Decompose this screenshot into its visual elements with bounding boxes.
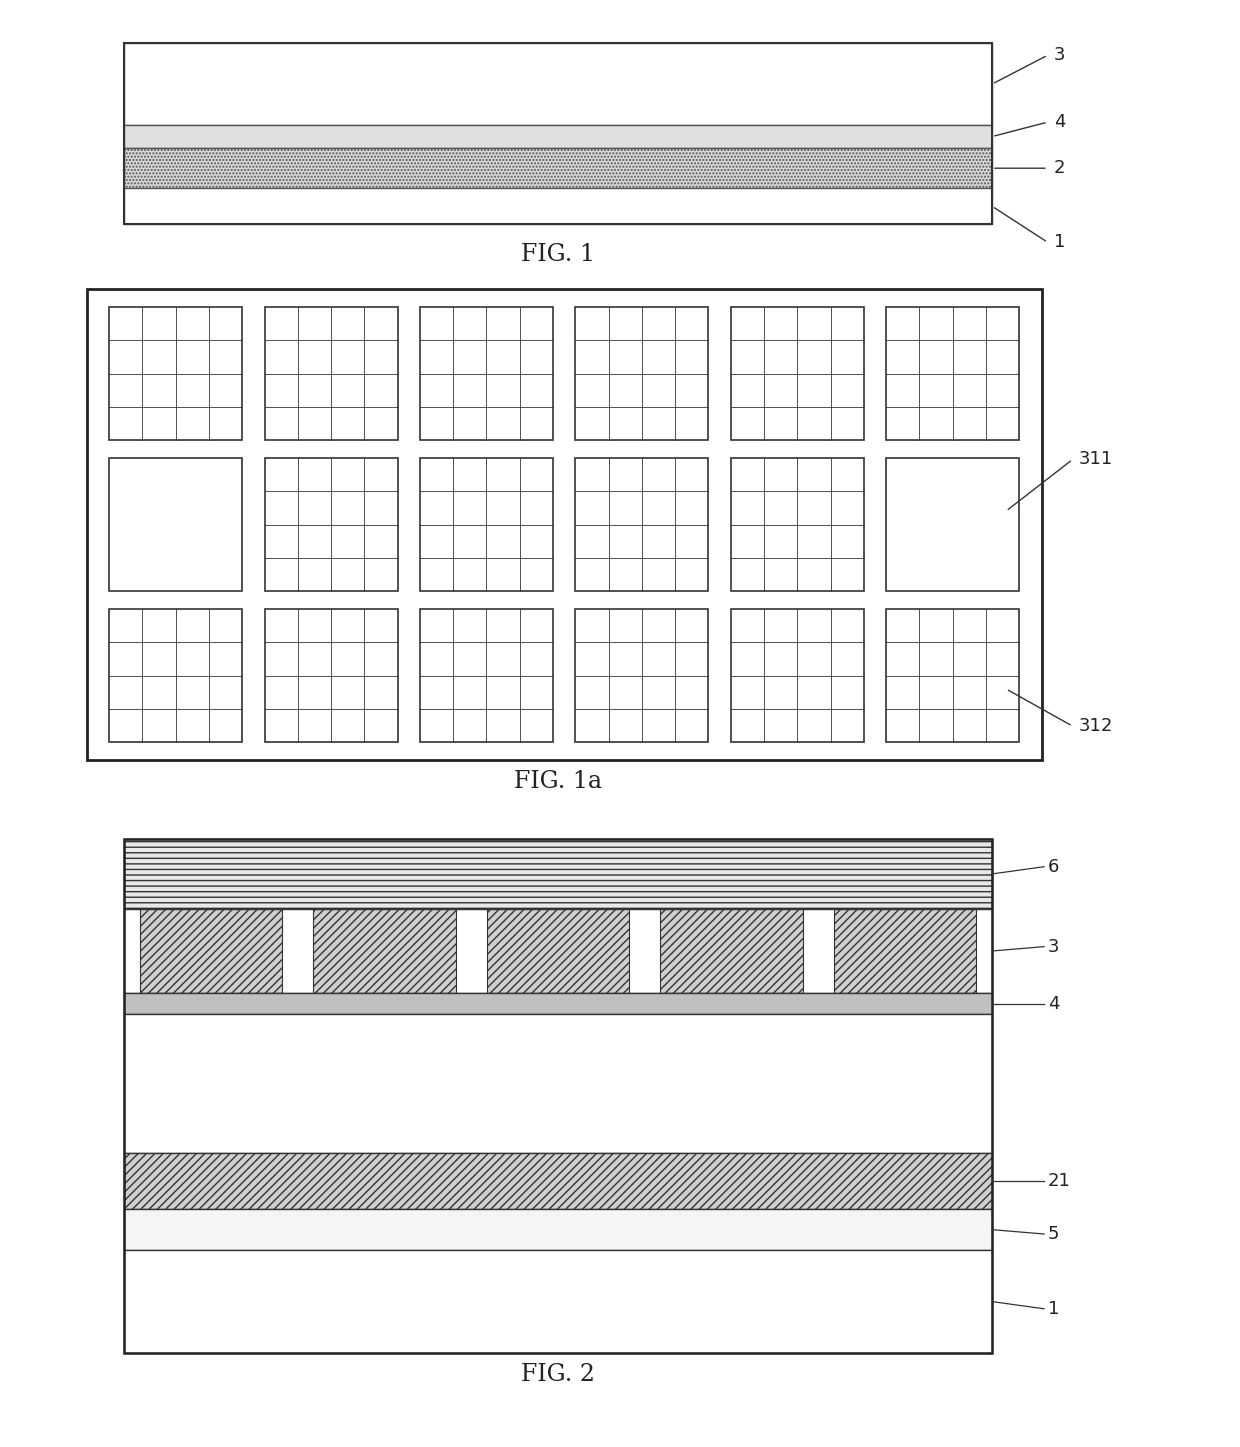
Bar — [887, 609, 1019, 742]
Text: 5: 5 — [1048, 1226, 1059, 1243]
Bar — [661, 909, 802, 993]
Bar — [835, 909, 976, 993]
Bar — [124, 1153, 992, 1210]
Bar — [124, 188, 992, 224]
Text: 6: 6 — [1048, 858, 1059, 875]
Bar — [264, 457, 398, 592]
Text: 4: 4 — [1048, 994, 1059, 1013]
Text: 4: 4 — [1054, 113, 1065, 132]
Bar — [109, 609, 242, 742]
Bar — [575, 457, 708, 592]
Text: 1: 1 — [1048, 1299, 1059, 1318]
Bar — [140, 909, 281, 993]
Text: 1: 1 — [1054, 233, 1065, 252]
Bar — [887, 457, 1019, 592]
Bar — [264, 609, 398, 742]
Bar — [575, 609, 708, 742]
Bar — [124, 148, 992, 188]
Bar — [124, 993, 992, 1014]
Bar — [87, 289, 1042, 760]
Bar — [124, 1014, 992, 1153]
Text: 312: 312 — [1079, 718, 1114, 735]
Bar — [575, 307, 708, 440]
Text: 3: 3 — [1048, 938, 1059, 955]
Bar — [109, 457, 242, 592]
Bar — [124, 1210, 992, 1250]
Bar — [124, 124, 992, 149]
Bar — [887, 307, 1019, 440]
Bar — [124, 839, 992, 1353]
Bar — [109, 307, 242, 440]
Bar — [730, 609, 864, 742]
Bar — [124, 1250, 992, 1353]
Text: FIG. 1a: FIG. 1a — [515, 770, 601, 793]
Text: FIG. 2: FIG. 2 — [521, 1363, 595, 1386]
Bar — [124, 839, 992, 909]
Text: 3: 3 — [1054, 46, 1065, 64]
Text: 311: 311 — [1079, 450, 1114, 469]
Text: 21: 21 — [1048, 1172, 1070, 1189]
Bar — [124, 909, 992, 993]
Bar — [124, 909, 992, 993]
Bar — [264, 307, 398, 440]
Bar — [487, 909, 629, 993]
Text: 2: 2 — [1054, 159, 1065, 177]
Bar — [730, 457, 864, 592]
Bar — [730, 307, 864, 440]
Bar — [124, 43, 992, 124]
Text: FIG. 1: FIG. 1 — [521, 243, 595, 266]
Bar — [420, 609, 553, 742]
Bar — [124, 43, 992, 224]
Bar — [420, 457, 553, 592]
Bar — [314, 909, 455, 993]
Bar — [420, 307, 553, 440]
